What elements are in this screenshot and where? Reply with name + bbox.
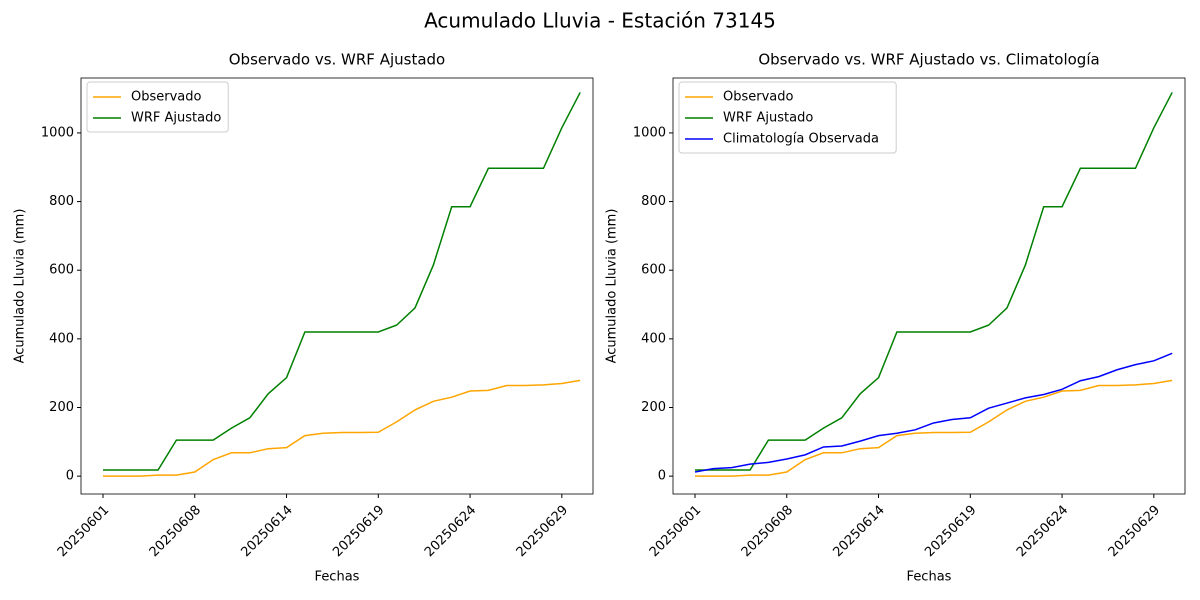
legend-label: WRF Ajustado xyxy=(723,111,813,126)
x-tick-label: 20250614 xyxy=(238,503,295,560)
y-tick-label: 200 xyxy=(49,400,74,415)
y-tick-label: 600 xyxy=(49,263,74,278)
y-tick-label: 400 xyxy=(49,331,74,346)
x-tick-label: 20250608 xyxy=(147,503,204,560)
x-tick-label: 20250629 xyxy=(514,503,571,560)
y-tick-label: 0 xyxy=(66,469,74,484)
chart-title: Observado vs. WRF Ajustado xyxy=(229,51,445,69)
plot-frame xyxy=(672,77,1186,495)
y-tick-label: 800 xyxy=(49,194,74,209)
x-tick-label: 20250629 xyxy=(1106,503,1163,560)
x-axis-label: Fechas xyxy=(907,570,952,585)
legend-label: Observado xyxy=(131,90,202,105)
y-tick-label: 1000 xyxy=(41,125,74,140)
data-line xyxy=(103,92,581,471)
data-line xyxy=(694,352,1173,473)
x-axis-label: Fechas xyxy=(315,570,360,585)
data-line xyxy=(695,379,1173,477)
x-tick-label: 20250619 xyxy=(330,503,387,560)
figure-title: Acumulado Lluvia - Estación 73145 xyxy=(424,9,776,33)
y-tick-label: 200 xyxy=(641,400,666,415)
data-line xyxy=(695,92,1173,471)
y-axis-label: Acumulado Lluvia (mm) xyxy=(605,209,620,364)
x-tick-label: 20250608 xyxy=(739,503,796,560)
legend-label: WRF Ajustado xyxy=(131,111,221,126)
x-tick-label: 20250614 xyxy=(830,503,887,560)
chart-title: Observado vs. WRF Ajustado vs. Climatolo… xyxy=(758,51,1099,69)
y-tick-label: 600 xyxy=(641,263,666,278)
x-tick-label: 20250624 xyxy=(1014,503,1071,560)
plot-frame xyxy=(80,77,594,495)
y-axis-label: Acumulado Lluvia (mm) xyxy=(13,209,28,364)
x-tick-label: 20250619 xyxy=(922,503,979,560)
y-tick-label: 1000 xyxy=(633,125,666,140)
x-tick-label: 20250624 xyxy=(422,503,479,560)
y-tick-label: 800 xyxy=(641,194,666,209)
x-tick-label: 20250601 xyxy=(55,503,112,560)
legend-box xyxy=(678,81,897,154)
y-tick-label: 400 xyxy=(641,331,666,346)
legend-label: Climatología Observada xyxy=(723,132,879,147)
y-tick-label: 0 xyxy=(658,469,666,484)
legend-label: Observado xyxy=(723,90,794,105)
data-line xyxy=(103,379,581,477)
x-tick-label: 20250601 xyxy=(647,503,704,560)
legend-box xyxy=(86,81,229,133)
